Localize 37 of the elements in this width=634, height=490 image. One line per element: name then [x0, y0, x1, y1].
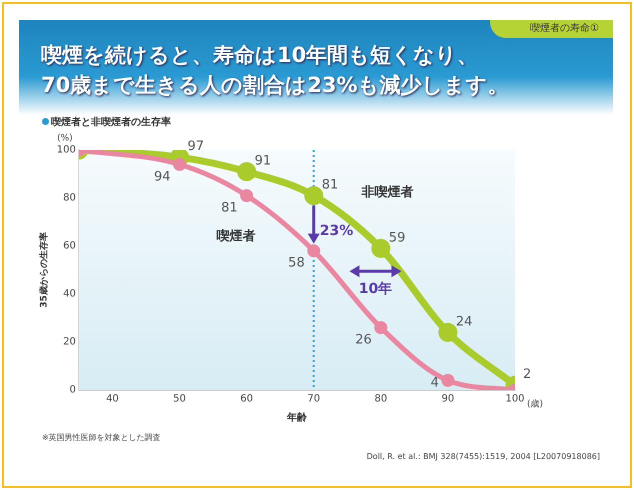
data-label: 26 [355, 332, 372, 348]
y-tick-label: 20 [63, 336, 76, 348]
text: ※英国男性医師を対象とした調査 [42, 432, 161, 443]
text: (歳) [527, 398, 544, 410]
data-label: 94 [154, 169, 171, 184]
y-tick-label: 0 [70, 384, 76, 396]
y-axis-title: 35歳からの生存率 [38, 232, 50, 308]
x-axis-title: 年齢 [286, 412, 308, 424]
x-tick-label: 60 [240, 394, 253, 405]
y-tick-label: 60 [63, 240, 76, 252]
x-tick-label: 100 [505, 394, 525, 405]
x-tick-label: 80 [374, 394, 388, 405]
data-label: 81 [322, 177, 338, 192]
data-label: 91 [254, 153, 272, 168]
text: 喫煙者の寿命① [490, 20, 613, 38]
text: Doll, R. et al.: BMJ 328(7455):1519, 2004 [L20070918086] [366, 452, 600, 461]
y-tick-label: 80 [63, 192, 76, 204]
text: (%) [57, 133, 73, 144]
x-tick-label: 40 [106, 394, 119, 405]
data-label: 58 [288, 256, 305, 271]
series-label: 非喫煙者 [360, 184, 414, 200]
y-tick-label: 40 [63, 288, 76, 300]
x-tick-label: 90 [442, 394, 454, 405]
data-label: 24 [456, 314, 472, 330]
data-label: 2 [523, 367, 532, 382]
data-label: 59 [388, 230, 406, 246]
annotation: 10年 [358, 280, 392, 297]
y-tick-label: 100 [56, 144, 76, 156]
data-label: 97 [188, 139, 204, 154]
data-label: 4 [430, 375, 439, 390]
x-tick-label: 50 [173, 394, 186, 405]
chart-title: 喫煙を続けると、寿命は10年間も短くなり、 70歳まで生きる人の割合は23%も減少します。 [41, 42, 508, 99]
data-label: 81 [221, 200, 238, 216]
chart-subtitle: 喫煙者と非喫煙者の生存率 [42, 115, 171, 129]
series-label: 喫煙者 [216, 229, 256, 244]
x-tick-label: 70 [307, 394, 320, 405]
annotation: 23% [320, 223, 354, 240]
